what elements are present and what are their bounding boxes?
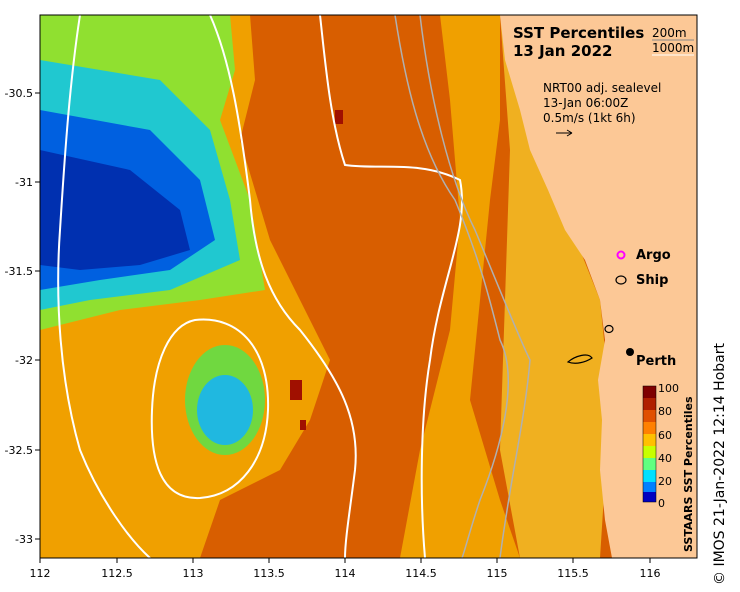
ship-icon (615, 275, 627, 285)
contour-200m (419, 15, 531, 558)
current-scale: 0.5m/s (1kt 6h) (543, 111, 636, 125)
argo-icon (616, 250, 626, 260)
contour-1000m (209, 15, 357, 558)
x-tick-label: 115.5 (557, 567, 589, 580)
map-title: SST Percentiles (513, 24, 644, 42)
x-tick-label: 114.5 (405, 567, 437, 580)
sst-band-coastal (500, 15, 610, 558)
x-tick-label: 115 (487, 567, 508, 580)
current-scale-arrowhead (566, 129, 573, 137)
hot-spot (300, 420, 306, 430)
contour-legend-1000m: 1000m (652, 41, 694, 55)
current-time: 13-Jan 06:00Z (543, 96, 628, 110)
colorbar-tick: 60 (658, 429, 672, 442)
contour-1000m (57, 15, 151, 558)
y-axis: -30.5 -31 -31.5 -32 -32.5 -33 (5, 87, 40, 546)
colorbar-tick: 80 (658, 405, 672, 418)
perth-label: Perth (636, 354, 676, 369)
rottnest-island (566, 354, 593, 364)
imos-credit: © IMOS 21-Jan-2022 12:14 Hobart (712, 343, 728, 585)
colorbar-tick: 0 (658, 497, 665, 510)
x-tick-label: 113.5 (253, 567, 285, 580)
y-tick-label: -31 (15, 176, 33, 189)
contour-200m (394, 15, 510, 558)
x-tick-label: 113 (183, 567, 204, 580)
colorbar-tick: 20 (658, 475, 672, 488)
y-tick-label: -30.5 (5, 87, 33, 100)
colorbar: 100 80 60 40 20 0 (642, 382, 679, 510)
map-date: 13 Jan 2022 (513, 42, 612, 60)
y-tick-label: -31.5 (5, 265, 33, 278)
plot-frame (39, 14, 698, 559)
x-axis: 112 112.5 113 113.5 114 114.5 115 115.5 … (30, 558, 661, 580)
y-tick-label: -32.5 (5, 444, 33, 457)
argo-label: Argo (636, 248, 671, 263)
y-tick-label: -33 (15, 533, 33, 546)
eddy-contour (150, 318, 270, 500)
x-tick-label: 116 (640, 567, 661, 580)
contour-1000m (319, 15, 464, 558)
current-source: NRT00 adj. sealevel (543, 81, 661, 95)
eddy-cyan (197, 375, 253, 445)
colorbar-tick: 40 (658, 452, 672, 465)
x-tick-label: 112 (30, 567, 51, 580)
x-tick-label: 112.5 (101, 567, 133, 580)
sst-band-deep-blue (40, 150, 190, 270)
y-tick-label: -32 (15, 354, 33, 367)
colorbar-title: SSTAARS SST Percentiles (682, 396, 695, 552)
x-tick-label: 114 (335, 567, 356, 580)
perth-marker-icon (626, 348, 634, 356)
contour-legend-200m: 200m (652, 26, 687, 40)
sst-band-warm-east (400, 15, 520, 558)
ship-label: Ship (636, 273, 668, 288)
hot-spot (290, 380, 302, 400)
hot-spot (335, 110, 343, 124)
colorbar-tick: 100 (658, 382, 679, 395)
ship-track-icon (604, 324, 614, 334)
